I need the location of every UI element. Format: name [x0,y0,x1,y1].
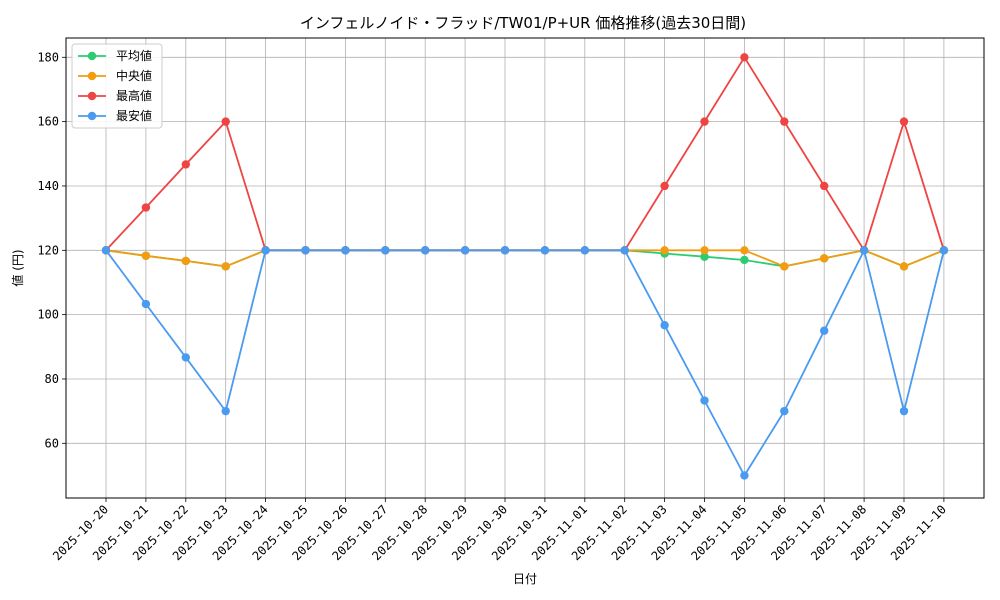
data-point [700,396,709,405]
data-point [301,246,310,255]
data-point [740,255,749,265]
data-point [820,181,829,191]
chart-title: インフェルノイド・フラッド/TW01/P+UR 価格推移(過去30日間) [300,14,746,32]
y-tick-label: 100 [37,308,59,322]
data-point [341,246,350,255]
data-point [460,246,470,255]
data-point [700,117,709,126]
data-point [540,246,550,255]
data-point [381,246,390,255]
legend-label: 最高値 [116,88,152,103]
series-3 [101,246,949,480]
legend-marker [87,71,97,81]
data-point [101,246,111,255]
legend-box [71,43,163,129]
plot-frame [65,37,985,499]
data-point [141,203,151,212]
data-point [939,246,949,255]
data-point [859,246,869,255]
data-point [740,246,749,255]
legend-marker [87,91,97,101]
x-axis-label: 日付 [513,572,537,586]
data-point [740,471,749,480]
data-point [660,321,669,330]
data-point [820,254,829,263]
y-tick-label: 140 [37,179,59,193]
data-point [500,246,510,255]
grid [66,38,984,498]
y-tick-label: 60 [45,436,59,450]
data-point [899,406,909,416]
data-point [740,53,749,62]
legend-marker [87,51,97,61]
data-point [780,406,789,416]
data-point [181,353,190,362]
data-point [780,262,789,271]
data-point [899,117,909,126]
legend-label: 最安値 [116,108,152,123]
data-point [141,251,151,260]
data-point [221,406,230,416]
data-point [181,160,190,169]
legend-label: 平均値 [116,48,152,63]
data-point [221,262,230,271]
data-point [261,246,270,255]
data-point [700,246,709,255]
y-tick-label: 80 [45,372,59,386]
y-axis-label: 値 (円) [10,249,25,286]
series-line [105,249,945,477]
data-point [580,246,589,255]
data-point [181,256,190,266]
y-tick-label: 120 [37,243,59,257]
data-point [780,117,789,126]
y-tick-label: 160 [37,115,59,129]
data-point [660,246,669,255]
data-point [899,262,909,271]
data-point [141,299,151,309]
data-point [620,246,629,255]
data-point [700,252,709,261]
legend-label: 中央値 [116,68,152,83]
data-point [660,181,669,191]
data-point [421,246,430,255]
data-point [820,326,829,335]
data-point [221,117,230,126]
series-lines [101,53,949,480]
y-tick-label: 180 [37,50,59,64]
legend-marker [87,111,97,121]
